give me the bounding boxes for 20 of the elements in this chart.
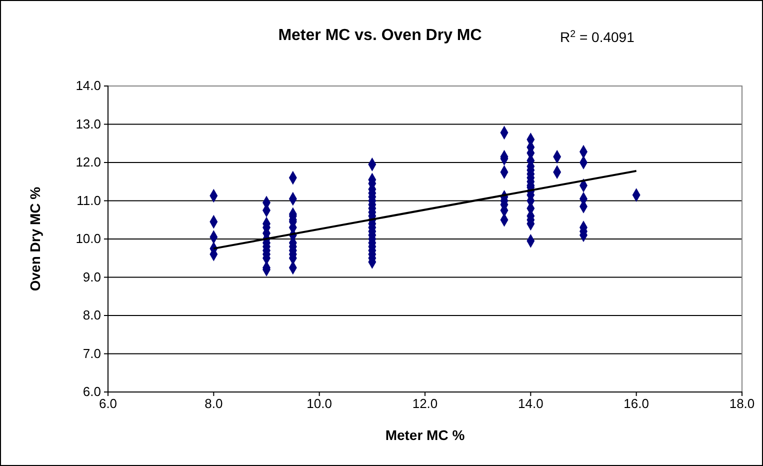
- y-tick-label: 7.0: [82, 346, 101, 361]
- x-tick-label: 14.0: [518, 396, 544, 412]
- y-tick-label: 13.0: [76, 116, 101, 132]
- x-axis-title: Meter MC %: [385, 427, 466, 443]
- x-tick-label: 12.0: [412, 396, 438, 412]
- y-axis-title: Oven Dry MC %: [27, 186, 43, 292]
- x-tick-label: 16.0: [624, 396, 649, 412]
- x-tick-label: 18.0: [729, 396, 755, 412]
- y-tick-label: 9.0: [82, 269, 101, 284]
- chart-title: Meter MC vs. Oven Dry MC: [278, 27, 482, 44]
- x-tick-label: 10.0: [306, 396, 332, 412]
- x-tick-label: 8.0: [204, 396, 223, 412]
- text: R$^{2}$ = 0.4091: [560, 28, 635, 45]
- y-tick-label: 12.0: [76, 154, 101, 170]
- y-tick-label: 14.0: [76, 78, 101, 94]
- y-tick-label: 8.0: [82, 308, 101, 323]
- y-tick-label: 6.0: [82, 384, 101, 400]
- x-tick-label: 6.0: [98, 396, 118, 412]
- y-tick-label: 10.0: [76, 231, 101, 246]
- y-tick-label: 11.0: [76, 192, 101, 208]
